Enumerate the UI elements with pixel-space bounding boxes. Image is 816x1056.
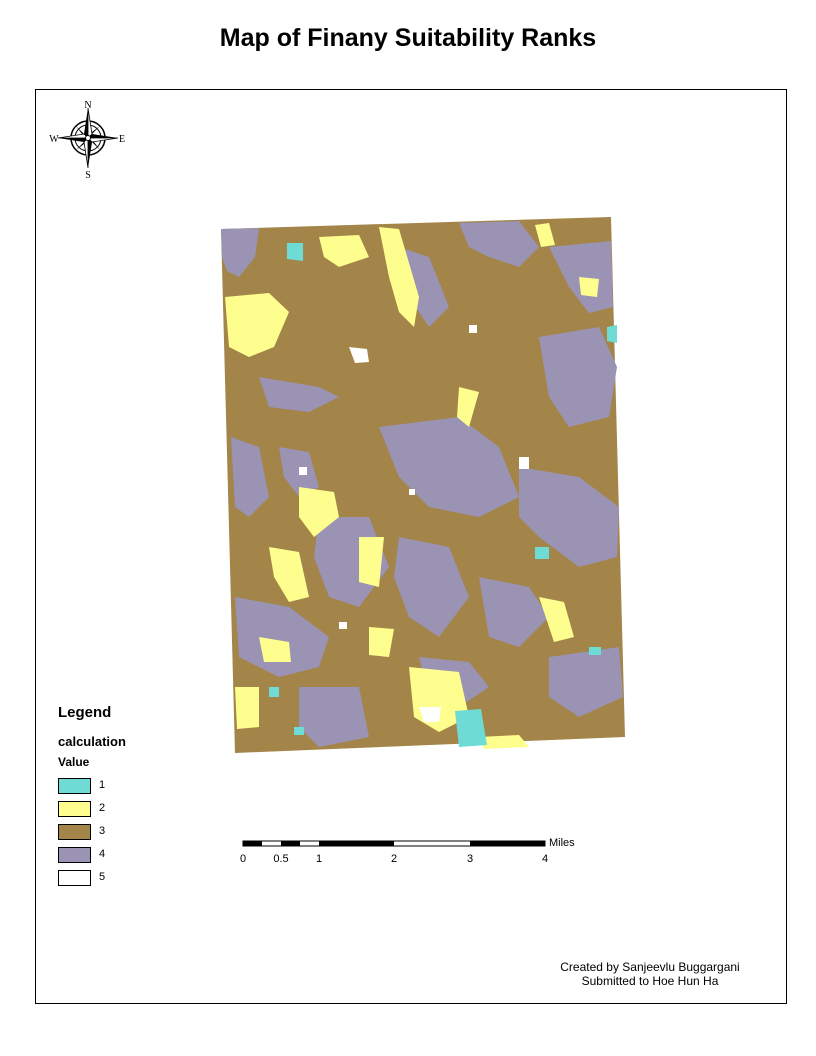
legend-swatch-3 <box>58 824 91 840</box>
legend-item: 4 <box>58 847 178 865</box>
created-by-text: Created by Sanjeevlu Buggargani <box>560 960 740 974</box>
scale-tick-2: 2 <box>391 853 397 865</box>
map-title: Map of Finany Suitability Ranks <box>219 24 597 52</box>
legend-label: 1 <box>99 779 106 791</box>
legend-item: 2 <box>58 801 178 819</box>
legend-value-header: Value <box>58 755 90 769</box>
scale-unit: Miles <box>549 837 575 849</box>
scale-tick-0-5: 0.5 <box>273 853 288 865</box>
legend-swatch-4 <box>58 847 91 863</box>
compass-north-label: N <box>84 100 91 111</box>
rank-5-areas <box>299 325 529 722</box>
submitted-to-text: Submitted to Hoe Hun Ha <box>581 974 719 988</box>
scale-tick-3: 3 <box>467 853 473 865</box>
legend-swatch-2 <box>58 801 91 817</box>
compass-west-label: W <box>49 134 59 145</box>
legend-swatch-1 <box>58 778 91 794</box>
compass-east-label: E <box>119 134 125 145</box>
map-frame <box>35 89 787 1004</box>
legend-item: 1 <box>58 778 178 796</box>
legend-label: 2 <box>99 802 106 814</box>
scale-tick-4: 4 <box>542 853 548 865</box>
scale-tick-1: 1 <box>316 853 322 865</box>
compass-south-label: S <box>85 170 91 179</box>
legend-swatch-5 <box>58 870 91 886</box>
rank-1-areas <box>269 243 617 747</box>
legend-item: 3 <box>58 824 178 842</box>
legend-field-name: calculation <box>58 734 126 749</box>
legend-label: 3 <box>99 825 106 837</box>
legend-label: 4 <box>99 848 106 860</box>
compass-rose-icon: N S E W <box>49 100 125 179</box>
legend-label: 5 <box>99 871 106 883</box>
legend-item: 5 <box>58 870 178 888</box>
scale-tick-0: 0 <box>240 853 246 865</box>
credits: Created by Sanjeevlu Buggargani Submitte… <box>540 960 760 988</box>
scale-bar: 0 0.5 1 2 3 4 Miles <box>240 837 575 865</box>
suitability-raster-map <box>221 217 625 753</box>
legend-title: Legend <box>58 704 112 721</box>
